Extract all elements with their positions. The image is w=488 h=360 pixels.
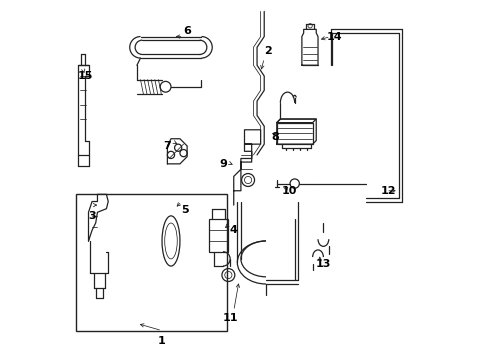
Text: 11: 11: [222, 313, 238, 323]
Text: 13: 13: [315, 259, 330, 269]
Text: 1: 1: [158, 336, 165, 346]
Text: 3: 3: [88, 211, 96, 221]
Text: 15: 15: [77, 71, 92, 81]
Bar: [276, 123, 312, 144]
Text: 4: 4: [229, 225, 237, 235]
Text: 9: 9: [219, 159, 226, 169]
Text: 2: 2: [264, 46, 271, 56]
Bar: [76, 194, 226, 330]
Text: 7: 7: [163, 141, 171, 151]
Text: 14: 14: [325, 32, 341, 41]
Text: 10: 10: [281, 186, 296, 196]
Bar: [208, 220, 228, 252]
Text: 5: 5: [181, 206, 189, 216]
Text: 6: 6: [183, 26, 191, 36]
Text: 12: 12: [379, 186, 395, 196]
Text: 8: 8: [270, 132, 278, 142]
